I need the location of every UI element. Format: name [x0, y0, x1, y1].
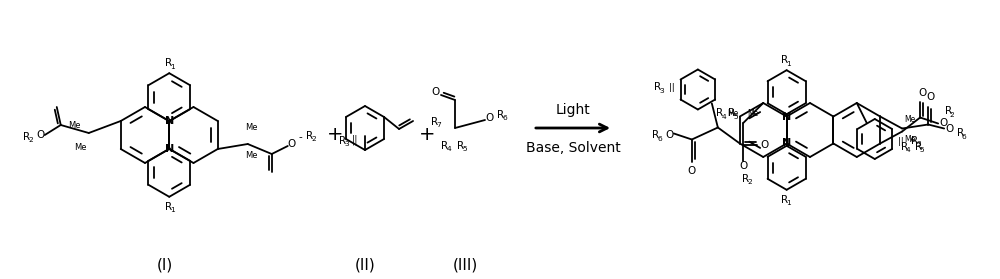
- Text: O: O: [760, 140, 768, 150]
- Text: R: R: [781, 195, 788, 205]
- Text: R: R: [716, 109, 723, 119]
- Text: O: O: [945, 124, 953, 133]
- Text: Me: Me: [748, 109, 759, 117]
- Text: ||: ||: [669, 83, 675, 92]
- Text: 1: 1: [170, 64, 175, 69]
- Text: R: R: [165, 202, 172, 212]
- Text: (I): (I): [157, 258, 173, 273]
- Text: Me: Me: [245, 124, 258, 133]
- Text: Me: Me: [728, 109, 739, 117]
- Text: 3: 3: [345, 141, 349, 147]
- Text: O: O: [37, 130, 45, 140]
- Text: 1: 1: [170, 207, 175, 213]
- Text: ||: ||: [352, 135, 358, 145]
- Text: R: R: [23, 132, 30, 142]
- Text: Me: Me: [905, 135, 916, 144]
- Text: R: R: [945, 107, 952, 117]
- Text: R: R: [306, 131, 313, 141]
- Text: N: N: [782, 138, 791, 148]
- Text: 4: 4: [722, 114, 726, 120]
- Text: R: R: [781, 55, 788, 65]
- Text: Me: Me: [245, 151, 258, 160]
- Text: O: O: [739, 161, 747, 171]
- Text: 5: 5: [920, 147, 925, 153]
- Text: O: O: [939, 119, 947, 129]
- Text: 3: 3: [917, 141, 921, 147]
- Text: 3: 3: [660, 88, 664, 94]
- Text: O: O: [666, 131, 674, 141]
- Text: R: R: [728, 109, 735, 119]
- Text: R: R: [339, 136, 347, 146]
- Text: 6: 6: [503, 116, 508, 121]
- Text: +: +: [327, 126, 343, 145]
- Text: 2: 2: [29, 137, 33, 143]
- Text: R: R: [654, 83, 661, 93]
- Text: O: O: [288, 139, 296, 149]
- Text: 4: 4: [906, 147, 911, 153]
- Text: 4: 4: [447, 146, 451, 152]
- Text: 1: 1: [786, 61, 791, 67]
- Text: N: N: [165, 144, 174, 154]
- Text: Me: Me: [69, 121, 81, 129]
- Text: 6: 6: [962, 134, 967, 140]
- Text: 6: 6: [658, 136, 662, 142]
- Text: 7: 7: [437, 122, 442, 128]
- Text: O: O: [926, 93, 934, 102]
- Text: R: R: [431, 117, 439, 127]
- Text: R: R: [915, 141, 922, 151]
- Text: 2: 2: [311, 136, 316, 142]
- Text: R: R: [911, 136, 918, 146]
- Text: 2: 2: [747, 179, 752, 185]
- Text: 5: 5: [734, 114, 738, 120]
- Text: Me: Me: [75, 143, 87, 151]
- Text: Base, Solvent: Base, Solvent: [526, 141, 620, 155]
- Text: O: O: [918, 88, 926, 97]
- Text: 1: 1: [786, 200, 791, 206]
- Text: (II): (II): [355, 258, 375, 273]
- Text: -: -: [299, 132, 303, 142]
- Text: N: N: [165, 116, 174, 126]
- Text: R: R: [742, 174, 749, 184]
- Text: 5: 5: [463, 146, 467, 152]
- Text: R: R: [165, 58, 172, 68]
- Text: O: O: [486, 113, 494, 123]
- Text: +: +: [419, 126, 435, 145]
- Text: R: R: [957, 129, 964, 138]
- Text: N: N: [782, 112, 791, 121]
- Text: (III): (III): [452, 258, 478, 273]
- Text: 2: 2: [950, 112, 955, 118]
- Text: R: R: [441, 141, 449, 151]
- Text: O: O: [688, 165, 696, 175]
- Text: R: R: [652, 131, 659, 141]
- Text: R: R: [497, 110, 505, 120]
- Text: ||: ||: [898, 136, 904, 146]
- Text: R: R: [457, 141, 465, 151]
- Text: Light: Light: [556, 103, 590, 117]
- Text: O: O: [431, 87, 439, 97]
- Text: Me: Me: [905, 115, 916, 124]
- Text: R: R: [901, 141, 908, 151]
